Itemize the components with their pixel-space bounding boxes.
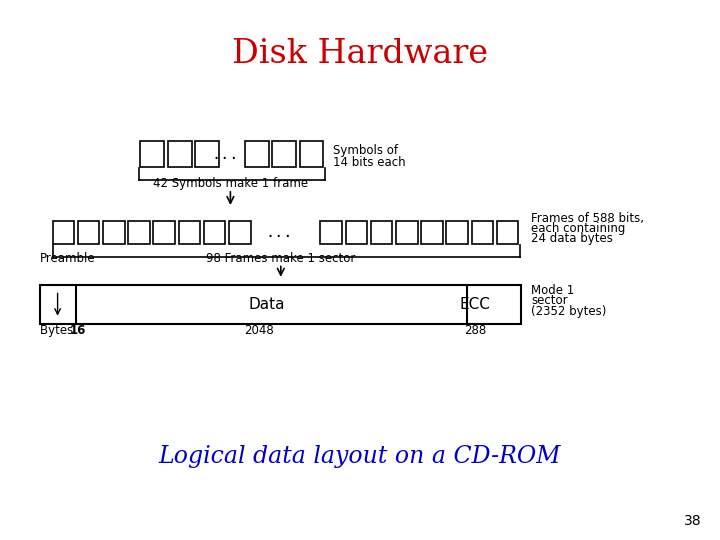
Bar <box>229 221 251 244</box>
Bar <box>396 221 418 244</box>
Text: Data: Data <box>248 297 284 312</box>
Bar <box>446 221 468 244</box>
Text: Disk Hardware: Disk Hardware <box>232 38 488 70</box>
Text: each containing: each containing <box>531 222 626 235</box>
Text: ...: ... <box>212 147 239 162</box>
Text: ECC: ECC <box>460 297 490 312</box>
Bar <box>140 141 164 167</box>
Text: 38: 38 <box>685 514 702 528</box>
Bar <box>300 141 323 167</box>
Text: Symbols of: Symbols of <box>333 144 397 157</box>
Bar <box>153 221 175 244</box>
Bar <box>128 221 150 244</box>
Text: Preamble: Preamble <box>40 252 95 265</box>
Text: sector: sector <box>531 294 568 307</box>
Text: (2352 bytes): (2352 bytes) <box>531 305 607 318</box>
Bar <box>103 221 125 244</box>
Bar <box>245 141 269 167</box>
Text: 16: 16 <box>70 324 86 337</box>
Text: Logical data layout on a CD-ROM: Logical data layout on a CD-ROM <box>158 445 562 468</box>
Bar <box>421 221 443 244</box>
Text: 98 Frames make 1 sector: 98 Frames make 1 sector <box>206 252 356 265</box>
Bar <box>168 141 192 167</box>
Text: ...: ... <box>266 225 293 240</box>
Text: 42 Symbols make 1 frame: 42 Symbols make 1 frame <box>153 177 308 190</box>
Bar <box>272 141 296 167</box>
Text: Bytes: Bytes <box>40 324 76 337</box>
Bar <box>371 221 392 244</box>
Text: 2048: 2048 <box>244 324 274 337</box>
Bar <box>346 221 367 244</box>
Bar <box>204 221 225 244</box>
Text: 24 data bytes: 24 data bytes <box>531 232 613 245</box>
Text: Frames of 588 bits,: Frames of 588 bits, <box>531 212 644 225</box>
Bar <box>40 285 521 324</box>
Bar <box>497 221 518 244</box>
Bar <box>179 221 200 244</box>
Bar <box>53 221 74 244</box>
Bar <box>78 221 99 244</box>
Bar <box>472 221 493 244</box>
Bar <box>320 221 342 244</box>
Text: 14 bits each: 14 bits each <box>333 156 405 168</box>
Text: 288: 288 <box>464 324 486 337</box>
Bar <box>195 141 219 167</box>
Text: Mode 1: Mode 1 <box>531 284 575 297</box>
